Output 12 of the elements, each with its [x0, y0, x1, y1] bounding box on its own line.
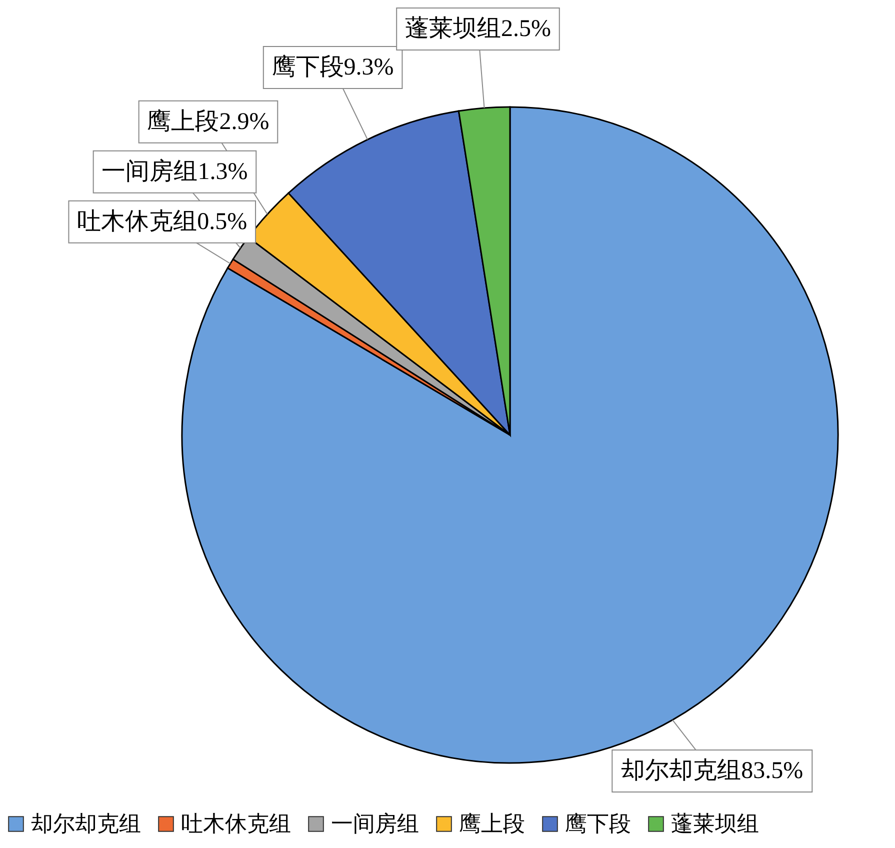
category-label: 却尔却克组83.5% [621, 758, 804, 784]
legend-label: 鹰上段 [459, 811, 525, 836]
category-label: 吐木休克组0.5% [77, 208, 248, 235]
category-label: 鹰上段2.9% [147, 108, 270, 135]
legend-label: 却尔却克组 [31, 811, 141, 836]
legend-label: 蓬莱坝组 [671, 811, 759, 836]
legend-label: 吐木休克组 [181, 811, 291, 836]
category-label: 鹰下段9.3% [272, 54, 394, 80]
category-label: 一间房组1.3% [102, 158, 248, 185]
legend-label: 鹰下段 [565, 811, 631, 836]
category-label: 蓬莱坝组2.5% [404, 16, 551, 42]
legend-label: 一间房组 [331, 811, 419, 836]
